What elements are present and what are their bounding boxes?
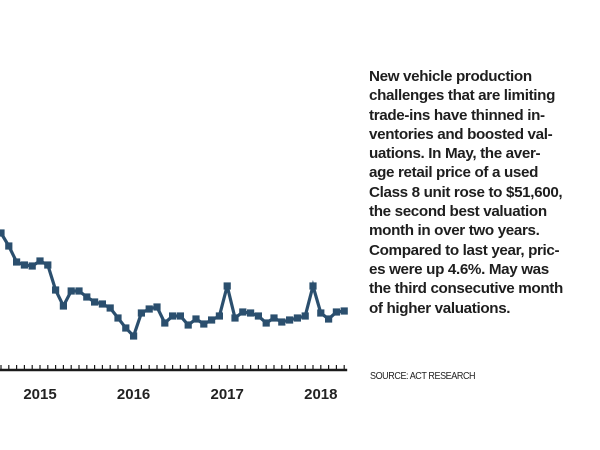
data-point — [293, 314, 301, 322]
data-point — [208, 316, 216, 324]
data-point — [309, 282, 317, 290]
data-point — [59, 302, 67, 310]
data-point — [332, 308, 340, 316]
data-point — [239, 308, 247, 316]
data-point — [270, 314, 278, 322]
data-point — [106, 304, 114, 312]
data-point — [137, 309, 145, 317]
data-point — [278, 318, 286, 326]
x-tick-label: 2018 — [304, 386, 337, 403]
series-group — [0, 229, 348, 340]
data-point — [91, 298, 99, 306]
data-point — [67, 287, 75, 295]
data-point — [36, 257, 44, 265]
data-point — [262, 319, 270, 327]
data-point — [340, 307, 348, 315]
data-point — [184, 321, 192, 329]
data-point — [153, 303, 161, 311]
data-point — [231, 314, 239, 322]
data-point — [75, 287, 83, 295]
data-point — [247, 309, 255, 317]
x-tick-label: 2015 — [23, 386, 56, 403]
data-point — [114, 314, 122, 322]
data-point — [301, 312, 309, 320]
x-axis — [0, 365, 348, 372]
data-point — [223, 282, 231, 290]
data-point — [254, 312, 262, 320]
data-point — [0, 229, 5, 237]
data-point — [325, 315, 333, 323]
data-point — [98, 300, 106, 308]
data-point — [5, 242, 13, 250]
x-axis-tick-labels: 2015 2016 2017 2018 — [23, 386, 337, 403]
data-point — [169, 312, 177, 320]
data-point — [130, 332, 138, 340]
data-point — [145, 305, 153, 313]
data-point — [200, 320, 208, 328]
caption-paragraph: New vehicle production challenges that a… — [369, 68, 563, 317]
data-point — [215, 312, 223, 320]
x-tick-label: 2016 — [117, 386, 150, 403]
source-note: SOURCE: ACT RESEARCH — [370, 370, 476, 382]
data-point — [44, 261, 52, 269]
x-tick-label: 2017 — [211, 386, 244, 403]
data-point — [161, 319, 169, 327]
data-point — [286, 316, 294, 324]
data-point — [122, 324, 130, 332]
data-point — [176, 312, 184, 320]
caption-text: New vehicle production challenges that a… — [369, 67, 600, 318]
data-point — [52, 286, 60, 294]
data-point — [317, 309, 325, 317]
data-point — [20, 261, 28, 269]
data-point — [192, 315, 200, 323]
data-point — [13, 258, 21, 266]
data-point — [83, 293, 91, 301]
data-point — [28, 262, 36, 270]
